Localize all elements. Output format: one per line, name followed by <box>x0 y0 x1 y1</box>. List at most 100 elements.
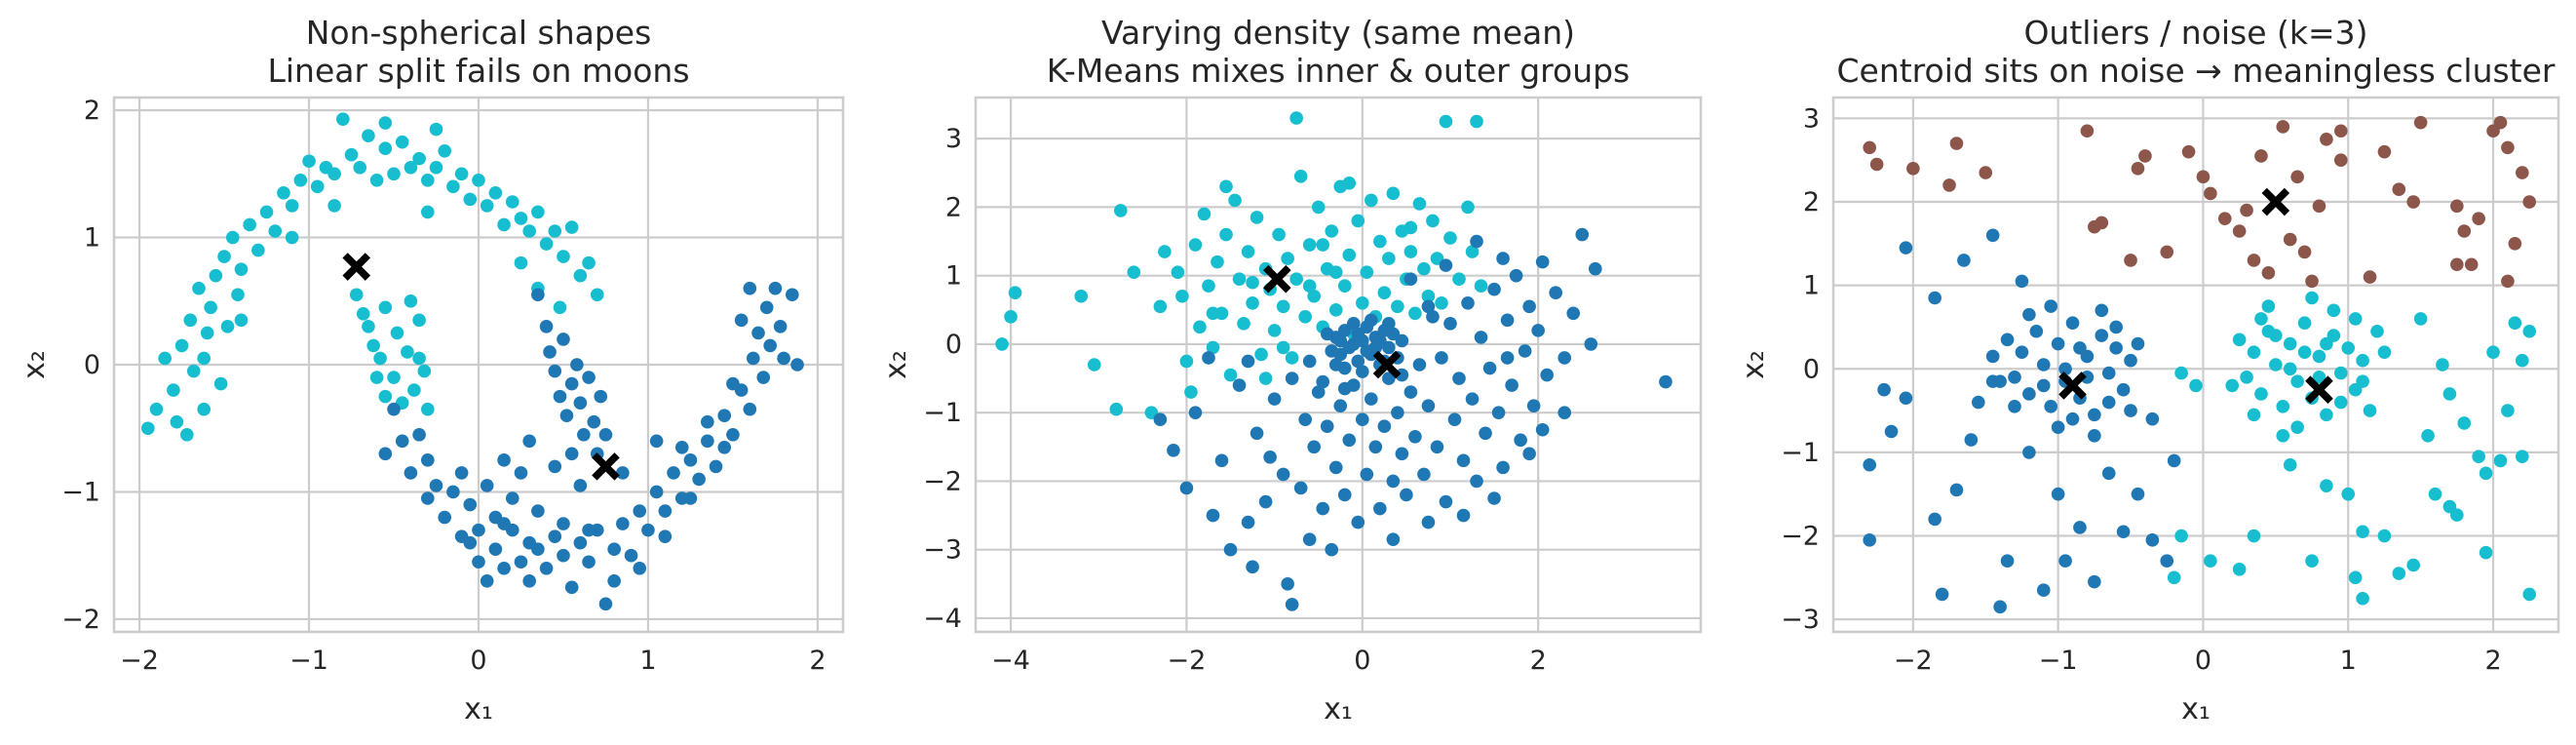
density-point <box>1403 272 1418 286</box>
density-point <box>1302 532 1317 546</box>
outliers-point <box>2501 140 2515 155</box>
outliers-ytick-label: −2 <box>1781 522 1820 552</box>
outliers-point <box>2080 124 2095 138</box>
density-point <box>1328 358 1343 372</box>
moons-point <box>158 351 172 366</box>
moons-title: Non-spherical shapes <box>306 14 652 52</box>
outliers-point <box>2174 529 2188 543</box>
outliers-series-2 <box>2167 291 2537 606</box>
outliers-point <box>1928 512 1942 527</box>
moons-point <box>786 288 799 302</box>
moons-point <box>251 243 265 257</box>
moons-point <box>726 376 740 391</box>
outliers-point <box>2472 450 2485 463</box>
outliers-point <box>2247 345 2261 359</box>
density-point <box>1575 227 1590 242</box>
density-point <box>1250 426 1264 441</box>
density-point <box>1328 265 1343 279</box>
outliers-y-axis-label: x₂ <box>1737 350 1771 379</box>
density-ytick-label: −2 <box>923 466 962 496</box>
moons-point <box>726 427 740 442</box>
moons-point <box>607 574 621 588</box>
outliers-point <box>1979 166 1993 179</box>
moons-point <box>401 345 414 359</box>
moons-point <box>557 333 570 346</box>
density-point <box>1325 344 1339 358</box>
outliers-point <box>2022 446 2036 459</box>
moons-point <box>429 122 443 137</box>
density-axes-frame <box>974 96 1703 634</box>
outliers-ytick-label: −1 <box>1781 438 1820 468</box>
density-point <box>1276 299 1290 314</box>
density-point <box>1316 374 1330 389</box>
density-point <box>1487 282 1501 296</box>
outliers-point <box>2073 521 2087 534</box>
moons-point <box>514 555 528 569</box>
moons-point <box>505 491 519 505</box>
moons-point <box>747 351 760 366</box>
moons-point <box>573 396 588 410</box>
moons-point <box>514 255 528 270</box>
moons-point <box>480 574 494 588</box>
moons-point <box>472 174 485 187</box>
density-series-0 <box>995 111 1488 419</box>
outliers-point <box>2217 212 2232 225</box>
density-ytick-label: 0 <box>945 330 962 360</box>
outliers-point <box>2356 353 2369 368</box>
density-point <box>1258 372 1273 385</box>
outliers-point <box>2269 358 2283 372</box>
moons-ytick-label: 2 <box>84 96 100 126</box>
outliers-point <box>2232 562 2247 576</box>
density-point <box>1267 324 1282 337</box>
density-point <box>1421 299 1436 314</box>
outliers-ytick-label: 1 <box>1803 271 1820 301</box>
density-point <box>1351 515 1365 529</box>
outliers-point <box>2406 558 2420 572</box>
outliers-point <box>2101 466 2116 481</box>
outliers-point <box>2377 529 2392 543</box>
density-point <box>1342 248 1357 262</box>
moons-point <box>743 402 757 416</box>
outliers-point <box>1949 483 1964 497</box>
outliers-point <box>2124 353 2137 368</box>
density-point <box>1333 399 1348 412</box>
outliers-point <box>2247 408 2261 422</box>
density-ytick-label: −1 <box>923 398 962 428</box>
moons-point <box>285 230 299 245</box>
density-point <box>1403 385 1418 399</box>
moons-point <box>220 320 235 333</box>
outliers-point <box>2240 203 2253 217</box>
moons-point <box>522 224 536 238</box>
outliers-point <box>2015 345 2029 359</box>
outliers-point <box>2088 428 2101 443</box>
density-point <box>1351 354 1365 369</box>
moons-point <box>633 504 647 518</box>
moons-point <box>362 129 375 142</box>
moons-point <box>390 326 404 340</box>
density-point <box>1391 299 1404 314</box>
density-point <box>1531 324 1545 337</box>
moons-point <box>768 281 783 295</box>
moons-point <box>594 389 608 404</box>
density-point <box>1351 214 1365 228</box>
moons-point <box>463 192 478 207</box>
density-point <box>1452 372 1466 385</box>
outliers-point <box>2442 387 2457 401</box>
density-point <box>1535 255 1550 269</box>
density-point <box>1337 279 1352 294</box>
moons-point <box>259 205 274 219</box>
moons-point <box>553 300 567 315</box>
moons-point <box>421 174 435 187</box>
outliers-point <box>2167 570 2181 585</box>
outliers-point <box>2022 387 2036 401</box>
outliers-point <box>2261 299 2276 313</box>
moons-point <box>531 205 545 219</box>
moons-point <box>192 281 206 295</box>
outliers-point <box>2160 554 2174 569</box>
density-point <box>1491 406 1506 419</box>
moons-point <box>522 535 536 550</box>
density-point <box>1223 542 1238 557</box>
outliers-point <box>2232 224 2247 238</box>
moons-point <box>582 255 596 270</box>
density-xtick-label: −2 <box>1168 646 1207 676</box>
